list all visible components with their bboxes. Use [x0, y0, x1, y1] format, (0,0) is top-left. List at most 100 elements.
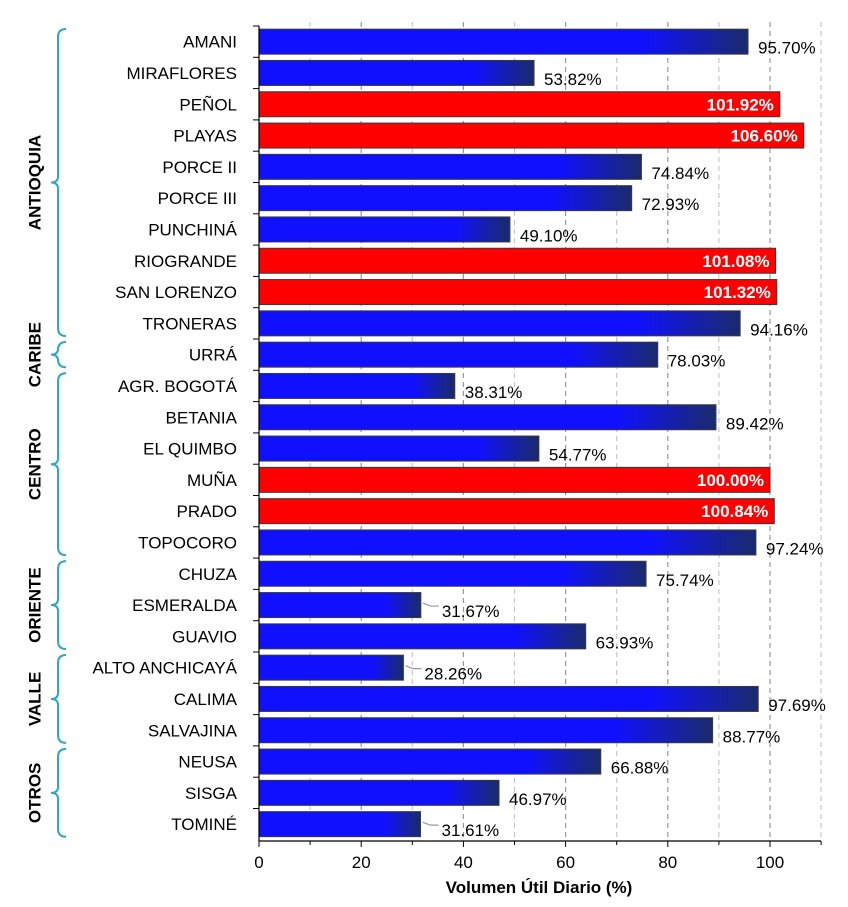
value-label: 100.84% [701, 502, 768, 521]
value-label: 89.42% [726, 414, 784, 433]
group-label: CENTRO [25, 428, 44, 500]
category-label: TOPOCORO [138, 533, 237, 552]
bar [258, 435, 540, 462]
bar [258, 779, 500, 806]
group-label: VALLE [25, 672, 44, 726]
bar [258, 279, 778, 306]
bar [258, 654, 404, 681]
x-tick-label: 40 [454, 853, 473, 872]
x-tick-label: 0 [254, 853, 263, 872]
value-label: 74.84% [651, 164, 709, 183]
category-label: AGR. BOGOTÁ [118, 377, 238, 396]
group-brace [50, 372, 67, 557]
group-label: CARIBE [25, 322, 44, 387]
x-tick-label: 20 [352, 853, 371, 872]
category-label: PLAYAS [173, 127, 237, 146]
x-tick-label: 100 [756, 853, 784, 872]
value-label: 31.61% [442, 821, 500, 840]
value-label: 54.77% [549, 446, 607, 465]
value-label: 101.32% [704, 283, 771, 302]
value-label: 100.00% [697, 471, 764, 490]
category-label: PRADO [177, 502, 237, 521]
category-label: NEUSA [178, 753, 237, 772]
group-brace [50, 341, 67, 369]
bar [258, 91, 781, 118]
bar [258, 685, 759, 712]
bar [258, 623, 587, 650]
value-label: 95.70% [758, 39, 816, 58]
bar [258, 466, 771, 493]
group-label: ORIENTE [25, 567, 44, 643]
bar [258, 811, 422, 838]
value-label: 46.97% [509, 790, 567, 809]
x-axis-label: Volumen Útil Diario (%) [446, 878, 633, 897]
group-brace [50, 747, 67, 838]
bar [258, 404, 717, 431]
value-label: 53.82% [544, 70, 602, 89]
value-label: 97.24% [766, 539, 824, 558]
bar [258, 122, 805, 149]
value-label: 75.74% [656, 571, 714, 590]
value-label: 31.67% [442, 602, 500, 621]
leader-line [422, 602, 439, 607]
bar [258, 153, 642, 180]
value-label: 97.69% [768, 696, 826, 715]
category-label: CALIMA [174, 690, 238, 709]
category-label: SAN LORENZO [115, 283, 237, 302]
value-label: 106.60% [731, 127, 798, 146]
bar [258, 185, 633, 212]
bars: 95.70% 53.82% 101.92% 106.60% 74.84% 72.93% 49… [258, 28, 826, 840]
category-label: CHUZA [178, 565, 237, 584]
category-label: PORCE III [158, 189, 237, 208]
bar [258, 498, 775, 525]
value-label: 72.93% [642, 195, 700, 214]
value-label: 101.08% [702, 252, 769, 271]
category-label: PUNCHINÁ [148, 220, 237, 239]
region-groups: ANTIOQUIA CARIBE CENTRO ORIENTE VALLE OTROS [25, 28, 67, 838]
category-label: MIRAFLORES [126, 64, 237, 83]
value-label: 101.92% [707, 95, 774, 114]
bar [258, 59, 535, 86]
bar [258, 216, 511, 243]
category-label: BETANIA [166, 408, 238, 427]
value-label: 28.26% [424, 665, 482, 684]
group-brace [50, 654, 67, 744]
bar [258, 717, 714, 744]
category-label: ESMERALDA [132, 596, 238, 615]
category-label: AMANI [183, 33, 237, 52]
bar [258, 310, 741, 337]
category-label: GUAVIO [172, 627, 237, 646]
axes: AMANI MIRAFLORES PEÑOL PLAYAS PORCE II PORCE … [92, 25, 822, 872]
group-brace [50, 28, 67, 337]
value-label: 78.03% [668, 352, 726, 371]
category-label: SALVAJINA [148, 721, 238, 740]
bar [258, 247, 777, 274]
value-label: 66.88% [611, 759, 669, 778]
category-label: TOMINÉ [171, 815, 237, 834]
category-label: MUÑA [187, 471, 238, 490]
value-label: 38.31% [465, 383, 523, 402]
bar [258, 529, 757, 556]
category-label: EL QUIMBO [143, 440, 237, 459]
category-label: SISGA [185, 784, 238, 803]
category-label: ALTO ANCHICAYÁ [92, 659, 237, 678]
group-label: OTROS [25, 763, 44, 823]
value-label: 63.93% [596, 633, 654, 652]
bar [258, 592, 422, 619]
bar [258, 748, 602, 775]
category-label: RIOGRANDE [134, 252, 237, 271]
leader-line [422, 821, 439, 826]
bar [258, 372, 456, 399]
bar [258, 28, 749, 55]
group-brace [50, 560, 67, 650]
value-label: 94.16% [750, 320, 808, 339]
group-label: ANTIOQUIA [25, 135, 44, 230]
leader-line [405, 665, 422, 670]
x-tick-label: 60 [556, 853, 575, 872]
category-label: URRÁ [189, 346, 238, 365]
bar [258, 560, 647, 587]
category-label: TRONERAS [143, 314, 237, 333]
category-label: PORCE II [162, 158, 237, 177]
x-tick-label: 80 [658, 853, 677, 872]
bar [258, 341, 659, 368]
